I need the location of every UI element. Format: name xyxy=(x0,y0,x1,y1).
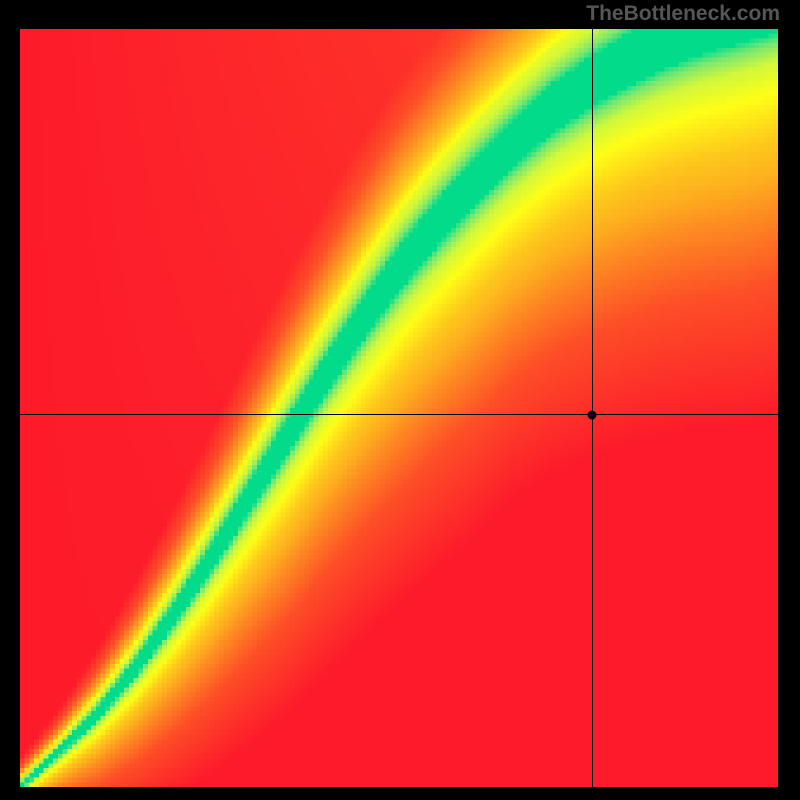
crosshair-vertical xyxy=(592,29,593,787)
watermark-text: TheBottleneck.com xyxy=(586,2,780,26)
chart-container: TheBottleneck.com xyxy=(0,0,800,800)
crosshair-horizontal xyxy=(20,414,778,415)
heatmap-canvas xyxy=(20,29,778,787)
crosshair-marker xyxy=(588,410,597,419)
